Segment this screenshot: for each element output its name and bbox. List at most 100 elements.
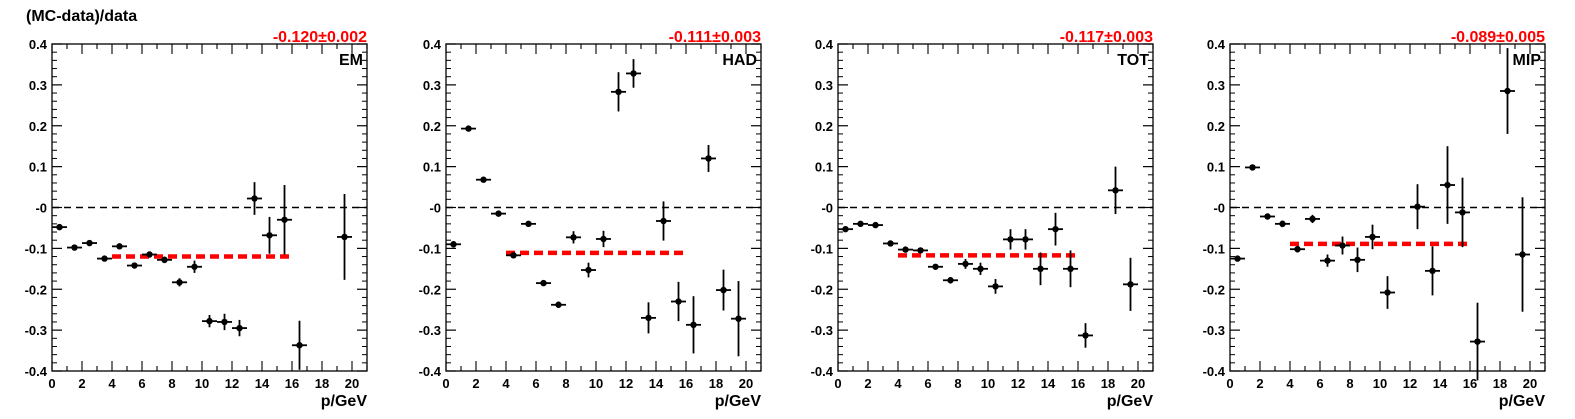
x-tick-label: 0	[834, 376, 841, 391]
data-point	[521, 220, 536, 228]
x-tick-label: 20	[739, 376, 753, 391]
data-point	[1260, 213, 1275, 220]
data-point	[337, 194, 352, 280]
data-marker	[857, 220, 864, 228]
data-marker	[1369, 233, 1376, 241]
y-tick-label: -0.3	[419, 323, 441, 338]
x-tick-label: 12	[225, 376, 239, 391]
x-tick-label: 6	[1316, 376, 1323, 391]
data-point	[491, 210, 506, 217]
y-tick-label: -0.3	[25, 323, 47, 338]
data-marker	[570, 234, 577, 241]
data-marker	[116, 243, 123, 250]
data-marker	[1519, 251, 1526, 258]
data-point	[928, 263, 943, 270]
x-tick-label: 20	[345, 376, 359, 391]
data-point	[1048, 212, 1063, 246]
data-marker	[1234, 255, 1241, 262]
data-point	[461, 125, 476, 132]
x-tick-label: 8	[954, 376, 961, 391]
data-point	[82, 239, 97, 247]
data-marker	[101, 255, 108, 262]
x-tick-label: 6	[138, 376, 145, 391]
data-marker	[842, 225, 849, 233]
data-point	[536, 279, 551, 287]
data-point	[898, 246, 913, 253]
chart-panel-em: -0.4 -0.3 -0.2 -0.1 -0 0.1 0.2 0.3 0.4 0 2 4 6 8 10 12 1…	[25, 29, 368, 410]
x-tick-label: 8	[168, 376, 175, 391]
data-marker	[992, 283, 999, 290]
data-marker	[887, 240, 894, 247]
data-marker	[281, 216, 288, 223]
data-point	[731, 281, 746, 357]
data-marker	[1309, 215, 1316, 223]
y-tick-label: 0.1	[29, 160, 47, 175]
x-tick-label: 4	[502, 376, 510, 391]
data-point	[1500, 48, 1515, 134]
data-marker	[1414, 203, 1421, 210]
y-tick-label: 0.3	[423, 78, 441, 93]
y-tick-label: -0	[1213, 201, 1225, 216]
data-marker	[146, 251, 153, 258]
data-point	[656, 201, 671, 241]
x-tick-label: 16	[1463, 376, 1477, 391]
data-marker	[1249, 164, 1256, 171]
data-point	[172, 278, 187, 287]
chart-panel-mip: -0.4 -0.3 -0.2 -0.1 -0 0.1 0.2 0.3 0.4 0 2 4 6 8 10 12 1…	[1203, 29, 1546, 410]
data-point	[1230, 255, 1245, 262]
data-marker	[660, 217, 667, 225]
x-tick-label: 10	[589, 376, 603, 391]
data-marker	[1264, 213, 1271, 220]
y-tick-label: 0.2	[1207, 119, 1225, 134]
data-point	[1063, 250, 1078, 288]
x-tick-label: 2	[1256, 376, 1263, 391]
data-point	[1515, 197, 1530, 312]
panel-tag: HAD	[722, 52, 757, 69]
data-marker	[585, 266, 592, 274]
chart-panel-tot: -0.4 -0.3 -0.2 -0.1 -0 0.1 0.2 0.3 0.4 0 2 4 6 8 10 12 1…	[811, 29, 1154, 410]
data-marker	[161, 256, 168, 264]
x-tick-label: 0	[1226, 376, 1233, 391]
data-marker	[176, 279, 183, 286]
data-point	[1365, 224, 1380, 250]
y-tick-label: -0.1	[1203, 241, 1225, 256]
x-tick-label: 4	[894, 376, 902, 391]
y-tick-label: -0.2	[25, 282, 47, 297]
data-marker	[1324, 257, 1331, 264]
y-tick-label: 0.3	[1207, 78, 1225, 93]
data-point	[202, 315, 217, 328]
y-tick-label: -0	[429, 201, 441, 216]
x-tick-label: 4	[1286, 376, 1294, 391]
data-point	[157, 256, 172, 264]
y-tick-label: -0.3	[1203, 323, 1225, 338]
data-point	[701, 144, 716, 172]
data-marker	[1082, 332, 1089, 339]
data-point	[1018, 229, 1033, 250]
y-tick-label: 0.4	[423, 37, 442, 52]
y-tick-label: -0.1	[419, 241, 441, 256]
data-point	[581, 262, 596, 278]
data-marker	[645, 314, 652, 322]
data-marker	[1294, 245, 1301, 253]
data-point	[626, 59, 641, 88]
x-tick-label: 2	[864, 376, 871, 391]
data-marker	[902, 246, 909, 253]
data-point	[1275, 220, 1290, 228]
data-point	[1033, 252, 1048, 286]
data-point	[1290, 245, 1305, 253]
data-marker	[236, 324, 243, 332]
fit-result-label: -0.111±0.003	[669, 29, 762, 46]
x-tick-label: 0	[48, 376, 55, 391]
data-point	[958, 259, 973, 269]
y-axis-label: (MC-data)/data	[26, 8, 138, 25]
x-tick-label: 16	[679, 376, 693, 391]
data-point	[1380, 276, 1395, 309]
x-tick-label: 20	[1131, 376, 1145, 391]
data-marker	[705, 155, 712, 162]
y-tick-label: -0.3	[811, 323, 833, 338]
y-tick-label: -0.2	[419, 282, 441, 297]
data-point	[142, 251, 157, 258]
x-axis-label: p/GeV	[715, 393, 762, 410]
x-tick-label: 18	[315, 376, 329, 391]
